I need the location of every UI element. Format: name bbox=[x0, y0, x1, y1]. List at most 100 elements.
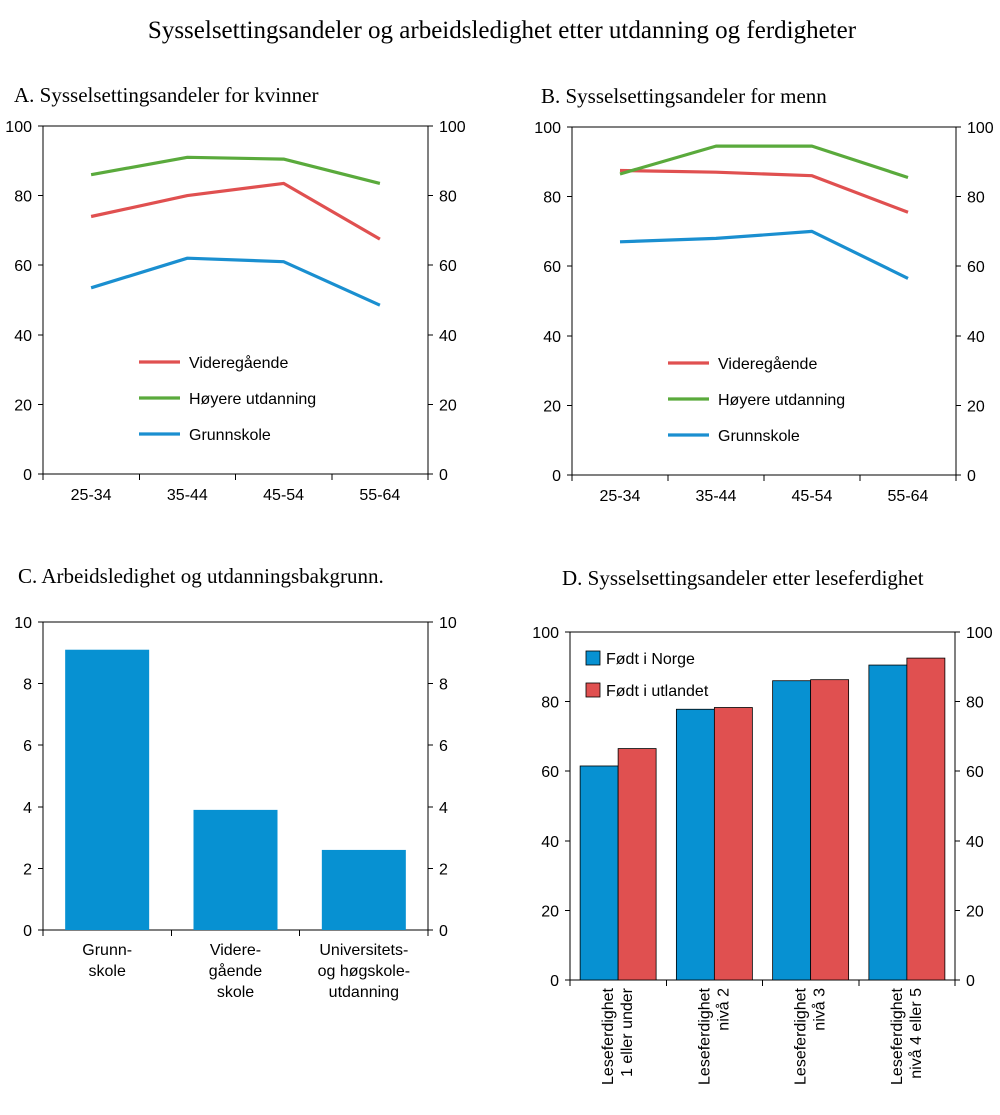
bar bbox=[617, 748, 657, 981]
y-tick-label-right: 60 bbox=[439, 258, 457, 275]
plot-frame bbox=[571, 126, 957, 476]
legend-label: Høyere utdanning bbox=[718, 392, 845, 409]
y-tick-label-right: 0 bbox=[439, 923, 448, 940]
series-line bbox=[619, 144, 909, 180]
y-tick-label-right: 100 bbox=[966, 625, 993, 642]
y-tick-label-left: 80 bbox=[543, 190, 561, 207]
x-category-label: Videre- bbox=[210, 942, 261, 959]
panel-c-title: C. Arbeidsledighet og utdanningsbakgrunn… bbox=[18, 564, 384, 588]
x-category-label: gående bbox=[209, 962, 262, 980]
panel-a-title: A. Sysselsettingsandeler for kvinner bbox=[14, 83, 318, 107]
series-line bbox=[619, 168, 909, 214]
y-tick-label-left: 0 bbox=[23, 467, 32, 484]
y-tick-label-left: 40 bbox=[541, 834, 559, 851]
panel-a-chart: 0 0 20 20 40 40 60 60 80 80 100 100 25-34 35-44 45-54 5… bbox=[5, 119, 466, 504]
y-tick-label-left: 100 bbox=[5, 119, 32, 136]
y-tick-label-right: 40 bbox=[439, 328, 457, 345]
y-tick-label-right: 80 bbox=[967, 190, 985, 207]
legend-label: Grunnskole bbox=[718, 428, 800, 445]
x-category-label: 35-44 bbox=[696, 488, 737, 505]
y-tick-label-right: 100 bbox=[967, 120, 994, 137]
y-tick-label-right: 60 bbox=[967, 259, 985, 276]
y-tick-label-left: 80 bbox=[14, 189, 32, 206]
y-tick-label-right: 0 bbox=[966, 973, 975, 990]
x-category-label: 45-54 bbox=[263, 487, 304, 504]
y-tick-label-right: 2 bbox=[439, 861, 448, 878]
panel-d-title: D. Sysselsettingsandeler etter leseferdi… bbox=[562, 566, 924, 590]
y-tick-label-left: 4 bbox=[23, 800, 32, 817]
x-category-label: Leseferdighet bbox=[793, 987, 810, 1085]
y-tick-label-left: 20 bbox=[14, 397, 32, 414]
legend-label: Født i utlandet bbox=[606, 683, 709, 700]
bar bbox=[772, 680, 812, 981]
series-line bbox=[90, 181, 381, 241]
y-tick-label-right: 4 bbox=[439, 800, 448, 817]
x-category-label: nivå 3 bbox=[811, 988, 829, 1031]
y-tick-label-right: 0 bbox=[967, 468, 976, 485]
x-category-label: nivå 4 eller 5 bbox=[907, 988, 925, 1079]
figure-title: Sysselsettingsandeler og arbeidsledighet… bbox=[148, 17, 857, 44]
x-category-label: og høgskole- bbox=[318, 963, 411, 980]
y-tick-label-left: 2 bbox=[23, 861, 32, 878]
x-category-label: 35-44 bbox=[167, 487, 208, 504]
y-tick-label-left: 100 bbox=[532, 625, 559, 642]
panel-b-chart: 0 0 20 20 40 40 60 60 80 80 100 100 25-34 35-44 45-54 5… bbox=[534, 120, 994, 505]
y-tick-label-left: 20 bbox=[541, 903, 559, 920]
bar bbox=[906, 657, 946, 981]
y-tick-label-left: 20 bbox=[543, 398, 561, 415]
y-tick-label-right: 60 bbox=[966, 764, 984, 781]
bar bbox=[321, 849, 406, 930]
y-tick-label-right: 20 bbox=[967, 398, 985, 415]
x-category-label: Leseferdighet bbox=[889, 987, 906, 1085]
y-tick-label-right: 80 bbox=[439, 189, 457, 206]
y-tick-label-right: 80 bbox=[966, 695, 984, 712]
y-tick-label-right: 40 bbox=[967, 329, 985, 346]
x-category-label: Universitets- bbox=[319, 942, 408, 959]
y-tick-label-left: 0 bbox=[552, 468, 561, 485]
y-tick-label-left: 10 bbox=[14, 615, 32, 632]
legend-swatch bbox=[585, 682, 601, 698]
panel-c-chart: 0 0 2 2 4 4 6 6 8 8 10 10 Grunn-skole Videre-gående sk… bbox=[14, 615, 457, 1001]
x-category-label: Leseferdighet bbox=[696, 987, 713, 1085]
x-category-label: utdanning bbox=[329, 984, 399, 1001]
y-tick-label-left: 6 bbox=[23, 738, 32, 755]
legend-swatch bbox=[585, 650, 601, 666]
bar bbox=[810, 679, 850, 981]
y-tick-label-right: 20 bbox=[439, 397, 457, 414]
y-tick-label-right: 40 bbox=[966, 834, 984, 851]
y-tick-label-left: 80 bbox=[541, 695, 559, 712]
bar bbox=[579, 765, 619, 981]
y-tick-label-left: 40 bbox=[14, 328, 32, 345]
legend-label: Videregående bbox=[189, 354, 288, 372]
x-category-label: Grunn- bbox=[82, 942, 132, 959]
series-line bbox=[90, 155, 381, 185]
series-line bbox=[90, 256, 381, 307]
x-category-label: 55-64 bbox=[888, 488, 929, 505]
x-category-label: 55-64 bbox=[359, 487, 400, 504]
y-tick-label-left: 0 bbox=[550, 973, 559, 990]
bar bbox=[675, 708, 715, 981]
y-tick-label-right: 6 bbox=[439, 738, 448, 755]
legend-label: Født i Norge bbox=[606, 651, 695, 668]
y-tick-label-left: 60 bbox=[543, 259, 561, 276]
y-tick-label-left: 60 bbox=[541, 764, 559, 781]
x-category-label: skole bbox=[88, 963, 125, 980]
x-category-label: 25-34 bbox=[600, 488, 641, 505]
bar bbox=[65, 649, 150, 930]
y-tick-label-left: 60 bbox=[14, 258, 32, 275]
y-tick-label-left: 8 bbox=[23, 677, 32, 694]
y-tick-label-left: 0 bbox=[23, 923, 32, 940]
y-tick-label-right: 100 bbox=[439, 119, 466, 136]
bar bbox=[713, 707, 753, 981]
x-category-label: Leseferdighet bbox=[600, 987, 617, 1085]
legend-label: Videregående bbox=[718, 355, 817, 373]
legend-label: Grunnskole bbox=[189, 427, 271, 444]
y-tick-label-right: 10 bbox=[439, 615, 457, 632]
x-category-label: 1 eller under bbox=[619, 987, 636, 1077]
legend-label: Høyere utdanning bbox=[189, 391, 316, 408]
series-line bbox=[619, 229, 909, 280]
bar bbox=[868, 664, 908, 981]
y-tick-label-right: 20 bbox=[966, 903, 984, 920]
y-tick-label-right: 8 bbox=[439, 677, 448, 694]
